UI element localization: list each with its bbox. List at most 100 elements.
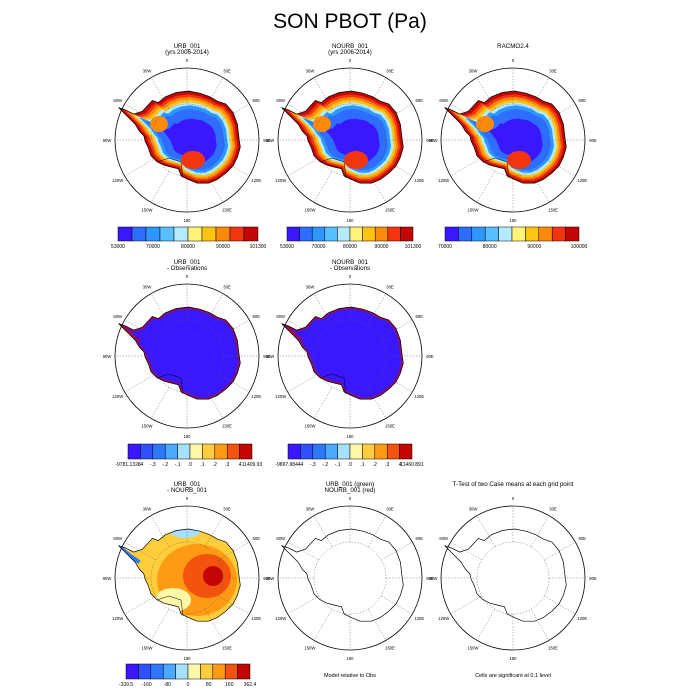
field-contour	[281, 307, 404, 400]
longitude-label: 120E	[251, 616, 261, 621]
ice-shelf-line	[319, 373, 347, 395]
colorbar-tick-label: -339.5	[119, 682, 133, 688]
panel-p9: T-Test of two Case means at each grid po…	[429, 481, 597, 679]
longitude-label: 30E	[549, 69, 557, 74]
colorbar-tick-label: -160	[142, 682, 152, 688]
field-layers	[118, 91, 241, 184]
longitude-label: 60W	[276, 536, 285, 541]
meridian-line	[367, 609, 387, 641]
colorbar-swatch	[362, 226, 376, 242]
longitude-label: 120E	[414, 178, 424, 183]
coastline	[118, 306, 241, 400]
colorbar-tick-label: -9781.1328	[115, 462, 141, 468]
longitude-label: 150E	[222, 645, 232, 650]
meridian-line	[204, 171, 224, 203]
panel-p2: NOURB_001(yrs 2006-2014) 0 30E 60E 90E 120E 15…	[266, 43, 434, 250]
meridian-line	[381, 595, 413, 615]
meridian-line	[530, 77, 550, 109]
meridian-line	[218, 319, 250, 339]
meridian-line	[450, 595, 482, 615]
meridian-line	[204, 77, 224, 109]
colorbar-swatch	[131, 226, 147, 242]
panel-footer: Model relative to Obs	[324, 673, 376, 679]
longitude-label: 150E	[222, 423, 232, 428]
colorbar-swatch	[212, 663, 226, 680]
longitude-label: 180	[347, 656, 355, 661]
meridian-line	[544, 103, 576, 123]
colorbar-swatch	[239, 443, 253, 460]
longitude-label: 120W	[112, 616, 123, 621]
map-boundary-circle	[277, 283, 423, 429]
longitude-label: 120W	[275, 616, 286, 621]
longitude-label: 30E	[386, 69, 394, 74]
longitude-label: 150W	[305, 423, 316, 428]
meridian-line	[150, 77, 170, 109]
map-boundary-circle	[440, 67, 586, 213]
longitude-label: 90E	[589, 138, 597, 143]
meridian-line	[204, 515, 224, 547]
colorbar-tick-label: 53000	[280, 244, 294, 250]
meridian-line	[381, 157, 413, 177]
longitude-label: 120W	[112, 178, 123, 183]
longitude-label: 90E	[426, 138, 434, 143]
meridian-line	[204, 387, 224, 419]
colorbar-tick-label: 100000	[571, 244, 588, 250]
longitude-label: 30W	[143, 69, 152, 74]
longitude-label: 30W	[469, 507, 478, 512]
colorbar-tick-label: -9867.9844	[275, 462, 301, 468]
colorbar-swatch	[349, 226, 363, 242]
meridian-line	[544, 595, 576, 615]
meridian-line	[367, 387, 387, 419]
longitude-label: 150E	[385, 423, 395, 428]
longitude-label: 150E	[222, 207, 232, 212]
colorbar-swatch	[152, 443, 166, 460]
meridian-line	[313, 609, 333, 641]
colorbar-tick-label: -.3	[150, 462, 156, 468]
longitude-label: 0	[186, 496, 189, 501]
meridian-line	[150, 609, 170, 641]
colorbar-swatch	[145, 226, 161, 242]
field-contour	[118, 307, 241, 400]
colorbar-swatch	[200, 663, 214, 680]
longitude-label: 180	[184, 218, 192, 223]
panel-footer: Cells are significant at 0.1 level	[475, 673, 551, 679]
panel-title: NOURB_001	[332, 43, 369, 50]
colorbar-tick-label: 80000	[343, 244, 357, 250]
colorbar-tick-label: 90000	[527, 244, 541, 250]
colorbar-swatch	[127, 443, 141, 460]
ice-shelf-patch	[507, 151, 531, 169]
meridian-line	[313, 293, 333, 325]
ice-shelf-patch	[181, 151, 205, 169]
colorbar-tick-label: -.1	[335, 462, 341, 468]
panel-subtitle: (yrs 2006-2014)	[165, 49, 209, 56]
longitude-label: 90W	[103, 354, 112, 359]
field-contour	[203, 566, 223, 586]
colorbar-swatch	[164, 443, 178, 460]
longitude-label: 90W	[266, 138, 275, 143]
ice-shelf-patch	[344, 151, 368, 169]
meridian-line	[124, 319, 156, 339]
colorbar-swatch	[565, 226, 580, 242]
colorbar-tick-label: .0	[348, 462, 352, 468]
latitude-circle	[476, 541, 550, 615]
colorbar-swatch	[286, 226, 300, 242]
field-layers	[118, 529, 241, 622]
ice-shelf-line	[482, 157, 510, 179]
meridian-line	[367, 77, 387, 109]
colorbar-tick-label: 70000	[438, 244, 452, 250]
colorbar-swatch	[362, 443, 376, 460]
longitude-label: 90W	[266, 576, 275, 581]
longitude-label: 60W	[276, 314, 285, 319]
colorbar-swatch	[399, 443, 413, 460]
meridian-line	[287, 103, 319, 123]
meridian-line	[287, 541, 319, 561]
colorbar-swatch	[444, 226, 459, 242]
meridian-line	[476, 77, 496, 109]
colorbar-swatch	[374, 443, 388, 460]
colorbar-tick-label: .3	[385, 462, 389, 468]
field-layers	[281, 91, 404, 184]
ice-shelf-line	[156, 595, 184, 617]
longitude-label: 120E	[251, 178, 261, 183]
meridian-line	[218, 595, 250, 615]
colorbar-swatch	[387, 226, 401, 242]
